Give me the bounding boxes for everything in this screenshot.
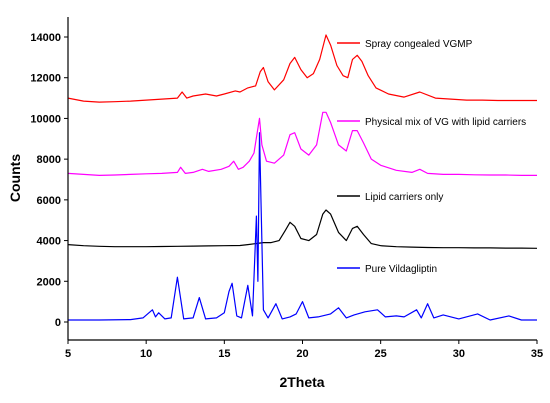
y-tick-label: 0: [55, 317, 61, 329]
series-line-lipid-carriers-only: [67, 209, 538, 249]
x-tick-label: 30: [453, 348, 465, 360]
series-layer: [67, 34, 538, 321]
legend-label-pure-vildagliptin: Pure Vildagliptin: [365, 264, 437, 275]
x-tick-label: 10: [140, 348, 152, 360]
y-tick-label: 2000: [37, 276, 61, 288]
legend-label-spray-congealed-vgmp: Spray congealed VGMP: [365, 39, 473, 50]
y-tick-label: 10000: [30, 113, 61, 125]
x-tick-label: 35: [531, 348, 543, 360]
x-tick-label: 25: [375, 348, 387, 360]
legend-label-physical-mix: Physical mix of VG with lipid carriers: [365, 117, 526, 128]
series-line-spray-congealed-vgmp: [67, 34, 537, 103]
series-line-physical-mix: [67, 111, 537, 176]
y-tick-label: 6000: [37, 195, 61, 207]
y-tick-label: 14000: [30, 32, 61, 44]
legend-label-lipid-carriers-only: Lipid carriers only: [365, 192, 443, 203]
x-tick-label: 15: [218, 348, 230, 360]
x-axis-title: 2Theta: [279, 374, 324, 390]
y-tick-label: 4000: [37, 236, 61, 248]
series-line-pure-vildagliptin: [68, 132, 537, 321]
y-axis-title: Counts: [7, 154, 23, 202]
axes-layer: [67, 17, 537, 341]
ticks-layer: 5 10 15 20 25 30 35 0 2000 4000 6000 8000 10000 12000…: [30, 32, 543, 360]
x-tick-label: 5: [65, 348, 71, 360]
y-tick-label: 8000: [37, 154, 61, 166]
x-tick-label: 20: [296, 348, 308, 360]
legend-layer: Spray congealed VGMP Physical mix of VG w…: [337, 39, 526, 275]
y-tick-label: 12000: [30, 73, 61, 85]
